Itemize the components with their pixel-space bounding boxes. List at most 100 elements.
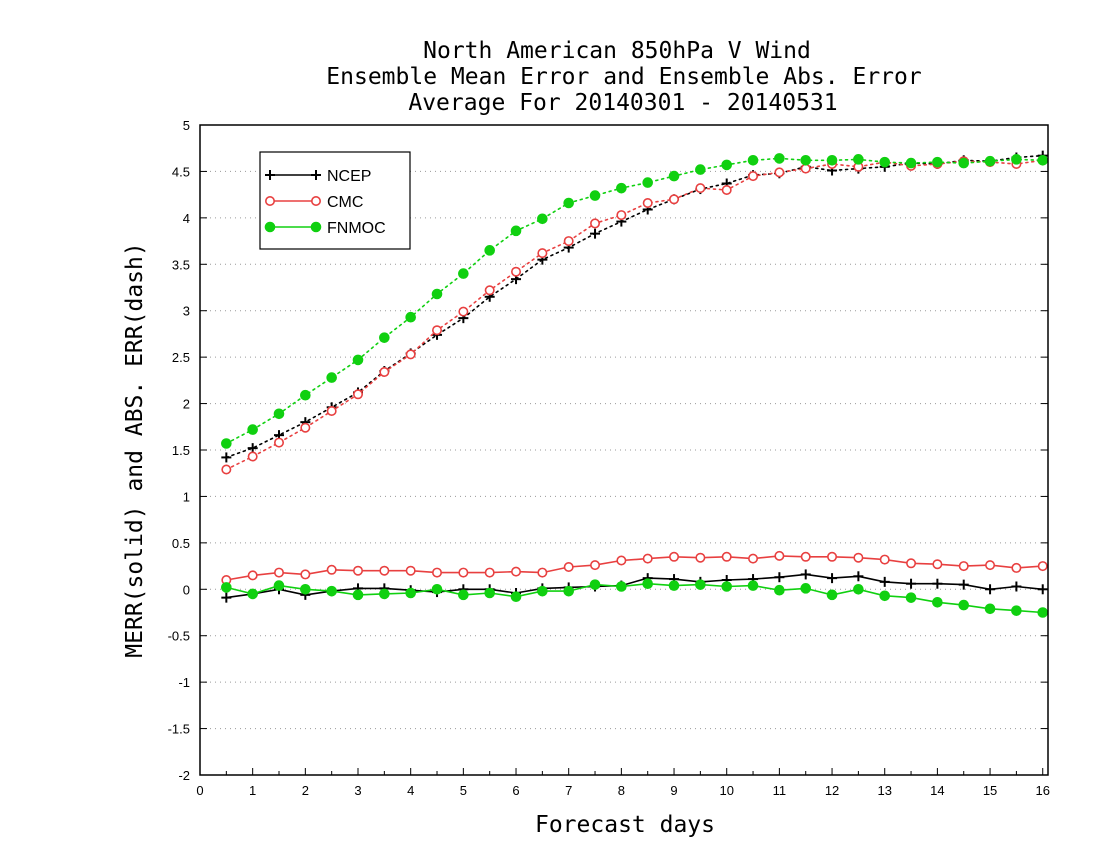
ncep-abs-err-point bbox=[590, 228, 601, 239]
fnmoc-merr-point bbox=[537, 585, 548, 597]
y-tick-label: -1 bbox=[178, 675, 190, 690]
cmc-abs-err-point bbox=[511, 266, 522, 277]
fnmoc-abs-err-point bbox=[510, 225, 522, 237]
ncep-merr-point bbox=[958, 579, 969, 590]
fnmoc-merr-point bbox=[352, 589, 364, 601]
fnmoc-merr-point bbox=[1037, 607, 1049, 618]
cmc-merr-point bbox=[300, 569, 311, 580]
fnmoc-abs-err-point bbox=[221, 438, 232, 449]
fnmoc-merr-point bbox=[774, 584, 785, 596]
y-tick-label: 5 bbox=[183, 118, 190, 133]
fnmoc-merr-point bbox=[510, 591, 522, 603]
fnmoc-abs-err-point bbox=[958, 157, 970, 169]
fnmoc-merr-point bbox=[984, 603, 996, 615]
fnmoc-abs-err-point bbox=[800, 154, 812, 166]
fnmoc-abs-err-point bbox=[1011, 154, 1022, 165]
fnmoc-abs-err-point bbox=[273, 408, 285, 420]
fnmoc-abs-err-point bbox=[484, 245, 495, 256]
cmc-abs-err-point bbox=[537, 248, 548, 259]
fnmoc-merr-point bbox=[431, 583, 443, 595]
legend-label-fnmoc: FNMOC bbox=[327, 220, 386, 237]
fnmoc-abs-err-point bbox=[695, 164, 706, 175]
legend-marker-cmc bbox=[310, 196, 321, 207]
fnmoc-merr-point bbox=[879, 590, 891, 602]
cmc-merr-point bbox=[958, 561, 969, 572]
cmc-abs-err-point bbox=[221, 464, 232, 475]
ncep-merr-point bbox=[932, 578, 943, 589]
cmc-abs-err-point bbox=[484, 285, 495, 296]
ncep-merr-point bbox=[774, 572, 785, 583]
fnmoc-merr-line bbox=[226, 582, 1043, 614]
fnmoc-abs-err-point bbox=[405, 311, 416, 323]
cmc-abs-err-point bbox=[274, 437, 285, 448]
cmc-merr-point bbox=[906, 558, 917, 569]
y-tick-label: -2 bbox=[178, 768, 190, 783]
x-tick-label: 8 bbox=[618, 783, 625, 798]
fnmoc-merr-point bbox=[695, 579, 706, 590]
fnmoc-abs-err-point bbox=[1037, 154, 1049, 166]
x-tick-label: 4 bbox=[407, 783, 414, 798]
y-tick-label: 4 bbox=[183, 211, 190, 226]
fnmoc-merr-point bbox=[1011, 605, 1022, 616]
fnmoc-abs-err-point bbox=[326, 372, 337, 383]
fnmoc-abs-err-point bbox=[905, 157, 917, 169]
fnmoc-abs-err-point bbox=[668, 170, 680, 182]
fnmoc-abs-err-point bbox=[589, 190, 601, 201]
cmc-merr-point bbox=[1011, 562, 1022, 573]
legend-marker-ncep bbox=[311, 170, 321, 180]
x-axis-ticks: 0 1 2 3 4 5 6 7 8 9 10 11 12 13 14 15 16 bbox=[196, 768, 1050, 798]
cmc-abs-err-point bbox=[590, 218, 601, 229]
cmc-merr-line bbox=[226, 555, 1043, 581]
x-tick-label: 2 bbox=[302, 783, 309, 798]
y-axis-ticks: -2 -1.5 -1 -0.5 0 0.5 1 1.5 2 2.5 3 3.5 4 4.5 5 bbox=[168, 118, 1048, 783]
ncep-merr-point bbox=[1011, 581, 1022, 592]
cmc-abs-err-point bbox=[458, 306, 469, 317]
cmc-merr-point bbox=[353, 565, 364, 576]
fnmoc-merr-point bbox=[273, 580, 285, 591]
y-tick-label: 1.5 bbox=[172, 443, 190, 458]
cmc-merr-point bbox=[432, 567, 443, 578]
fnmoc-merr-point bbox=[826, 589, 838, 601]
x-tick-label: 14 bbox=[930, 783, 944, 798]
fnmoc-abs-err-point bbox=[300, 389, 311, 401]
cmc-abs-err-point bbox=[300, 422, 311, 433]
cmc-merr-point bbox=[590, 560, 601, 571]
ncep-merr-point bbox=[853, 571, 864, 582]
cmc-merr-point bbox=[405, 565, 416, 576]
cmc-abs-err-point bbox=[353, 389, 364, 400]
fnmoc-merr-point bbox=[405, 587, 416, 599]
fnmoc-abs-err-point bbox=[879, 156, 891, 168]
cmc-merr-point bbox=[879, 554, 890, 565]
cmc-merr-point bbox=[748, 553, 759, 564]
cmc-abs-err-point bbox=[800, 163, 811, 174]
cmc-merr-point bbox=[800, 551, 811, 562]
x-tick-label: 12 bbox=[825, 783, 839, 798]
cmc-merr-point bbox=[1037, 561, 1048, 572]
cmc-merr-point bbox=[642, 553, 653, 564]
cmc-merr-point bbox=[537, 567, 548, 578]
cmc-merr-point bbox=[695, 552, 706, 563]
fnmoc-merr-point bbox=[853, 583, 864, 595]
fnmoc-abs-err-point bbox=[379, 332, 390, 343]
legend-marker-fnmoc bbox=[264, 221, 276, 233]
fnmoc-abs-err-point bbox=[352, 354, 364, 366]
fnmoc-merr-point bbox=[747, 580, 759, 591]
x-tick-label: 10 bbox=[719, 783, 733, 798]
cmc-merr-point bbox=[721, 551, 732, 562]
y-tick-label: 0 bbox=[183, 582, 190, 597]
fnmoc-merr-point bbox=[484, 587, 495, 599]
cmc-abs-err-point bbox=[642, 198, 653, 209]
fnmoc-merr-point bbox=[905, 592, 917, 603]
cmc-abs-err-point bbox=[405, 349, 416, 360]
cmc-merr-point bbox=[511, 566, 522, 577]
fnmoc-merr-point bbox=[379, 588, 390, 600]
fnmoc-abs-err-point bbox=[563, 197, 574, 209]
y-axis-label: MERR(solid) and ABS. ERR(dash) bbox=[122, 242, 148, 657]
fnmoc-abs-err-point bbox=[458, 268, 469, 279]
x-tick-label: 9 bbox=[670, 783, 677, 798]
cmc-abs-err-point bbox=[247, 451, 258, 462]
x-tick-label: 15 bbox=[983, 783, 997, 798]
fnmoc-merr-point bbox=[247, 588, 258, 600]
y-tick-label: -1.5 bbox=[168, 722, 190, 737]
cmc-merr-point bbox=[247, 570, 258, 581]
